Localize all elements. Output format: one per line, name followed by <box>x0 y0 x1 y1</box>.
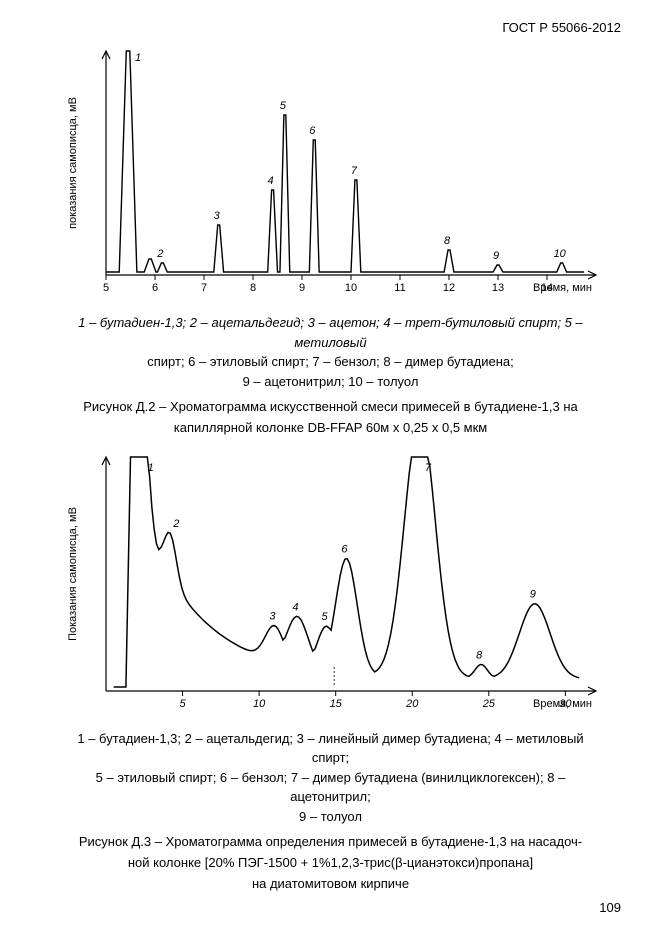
svg-text:7: 7 <box>350 165 357 177</box>
svg-text:10: 10 <box>553 248 566 260</box>
svg-text:10: 10 <box>344 282 356 294</box>
svg-text:7: 7 <box>424 462 431 474</box>
svg-text:9: 9 <box>529 588 535 600</box>
svg-text:8: 8 <box>443 235 450 247</box>
svg-text:2: 2 <box>172 518 179 530</box>
svg-text:8: 8 <box>476 649 483 661</box>
svg-text:5: 5 <box>179 698 186 710</box>
fig1-title-1: Рисунок Д.2 – Хроматограмма искусственно… <box>83 399 578 414</box>
figure-d3-chart: 51015202530Время, минПоказания самописца… <box>40 449 621 719</box>
fig1-legend-2: спирт; 6 – этиловый спирт; 7 – бензол; 8… <box>147 354 513 369</box>
svg-text:1: 1 <box>147 462 153 474</box>
svg-text:10: 10 <box>253 698 266 710</box>
fig2-legend-2: 5 – этиловый спирт; 6 – бензол; 7 – диме… <box>96 770 566 805</box>
svg-text:5: 5 <box>321 611 328 623</box>
svg-text:5: 5 <box>102 282 108 294</box>
svg-text:6: 6 <box>151 282 157 294</box>
document-header: ГОСТ Р 55066-2012 <box>40 20 621 35</box>
svg-text:7: 7 <box>200 282 206 294</box>
fig2-title-2: ной колонке [20% ПЭГ-1500 + 1%1,2,3-трис… <box>128 855 533 870</box>
svg-text:15: 15 <box>329 698 342 710</box>
figure-d2-title: Рисунок Д.2 – Хроматограмма искусственно… <box>50 397 611 439</box>
fig2-title-1: Рисунок Д.3 – Хроматограмма определения … <box>79 834 582 849</box>
svg-text:1: 1 <box>134 52 140 64</box>
document-page: ГОСТ Р 55066-2012 567891011121314Время, … <box>0 0 661 935</box>
figure-d3-title: Рисунок Д.3 – Хроматограмма определения … <box>50 832 611 894</box>
svg-text:Время, мин: Время, мин <box>533 282 592 294</box>
chromatogram-2-svg: 51015202530Время, минПоказания самописца… <box>51 449 611 719</box>
svg-text:3: 3 <box>269 610 276 622</box>
figure-d2-legend: 1 – бутадиен-1,3; 2 – ацетальдегид; 3 – … <box>60 313 601 391</box>
fig1-legend-3: 9 – ацетонитрил; 10 – толуол <box>243 374 419 389</box>
svg-text:Время, мин: Время, мин <box>533 698 592 710</box>
svg-text:2: 2 <box>156 248 163 260</box>
page-number: 109 <box>599 900 621 915</box>
chromatogram-1-svg: 567891011121314Время, минпоказания самоп… <box>51 43 611 303</box>
figure-d2-chart: 567891011121314Время, минпоказания самоп… <box>40 43 621 303</box>
svg-text:6: 6 <box>341 543 348 555</box>
svg-text:25: 25 <box>481 698 495 710</box>
fig2-title-3: на диатомитовом кирпиче <box>252 876 409 891</box>
svg-text:4: 4 <box>267 175 273 187</box>
svg-text:4: 4 <box>292 601 298 613</box>
svg-text:13: 13 <box>491 282 503 294</box>
fig1-legend-1: 1 – бутадиен-1,3; 2 – ацетальдегид; 3 – … <box>78 315 583 350</box>
figure-d3-legend: 1 – бутадиен-1,3; 2 – ацетальдегид; 3 – … <box>60 729 601 827</box>
fig1-title-2: капиллярной колонке DB-FFAP 60м х 0,25 х… <box>174 420 488 435</box>
fig2-legend-3: 9 – толуол <box>299 809 362 824</box>
svg-text:6: 6 <box>309 125 316 137</box>
svg-text:9: 9 <box>298 282 304 294</box>
svg-text:показания самописца, мВ: показания самописца, мВ <box>67 97 79 229</box>
svg-text:20: 20 <box>405 698 419 710</box>
svg-text:12: 12 <box>442 282 454 294</box>
svg-text:5: 5 <box>279 100 286 112</box>
svg-text:Показания самописца, мВ: Показания самописца, мВ <box>67 507 79 641</box>
svg-text:9: 9 <box>492 250 498 262</box>
svg-text:11: 11 <box>394 282 405 294</box>
svg-text:3: 3 <box>213 210 220 222</box>
svg-text:8: 8 <box>249 282 255 294</box>
fig2-legend-1: 1 – бутадиен-1,3; 2 – ацетальдегид; 3 – … <box>77 731 583 766</box>
